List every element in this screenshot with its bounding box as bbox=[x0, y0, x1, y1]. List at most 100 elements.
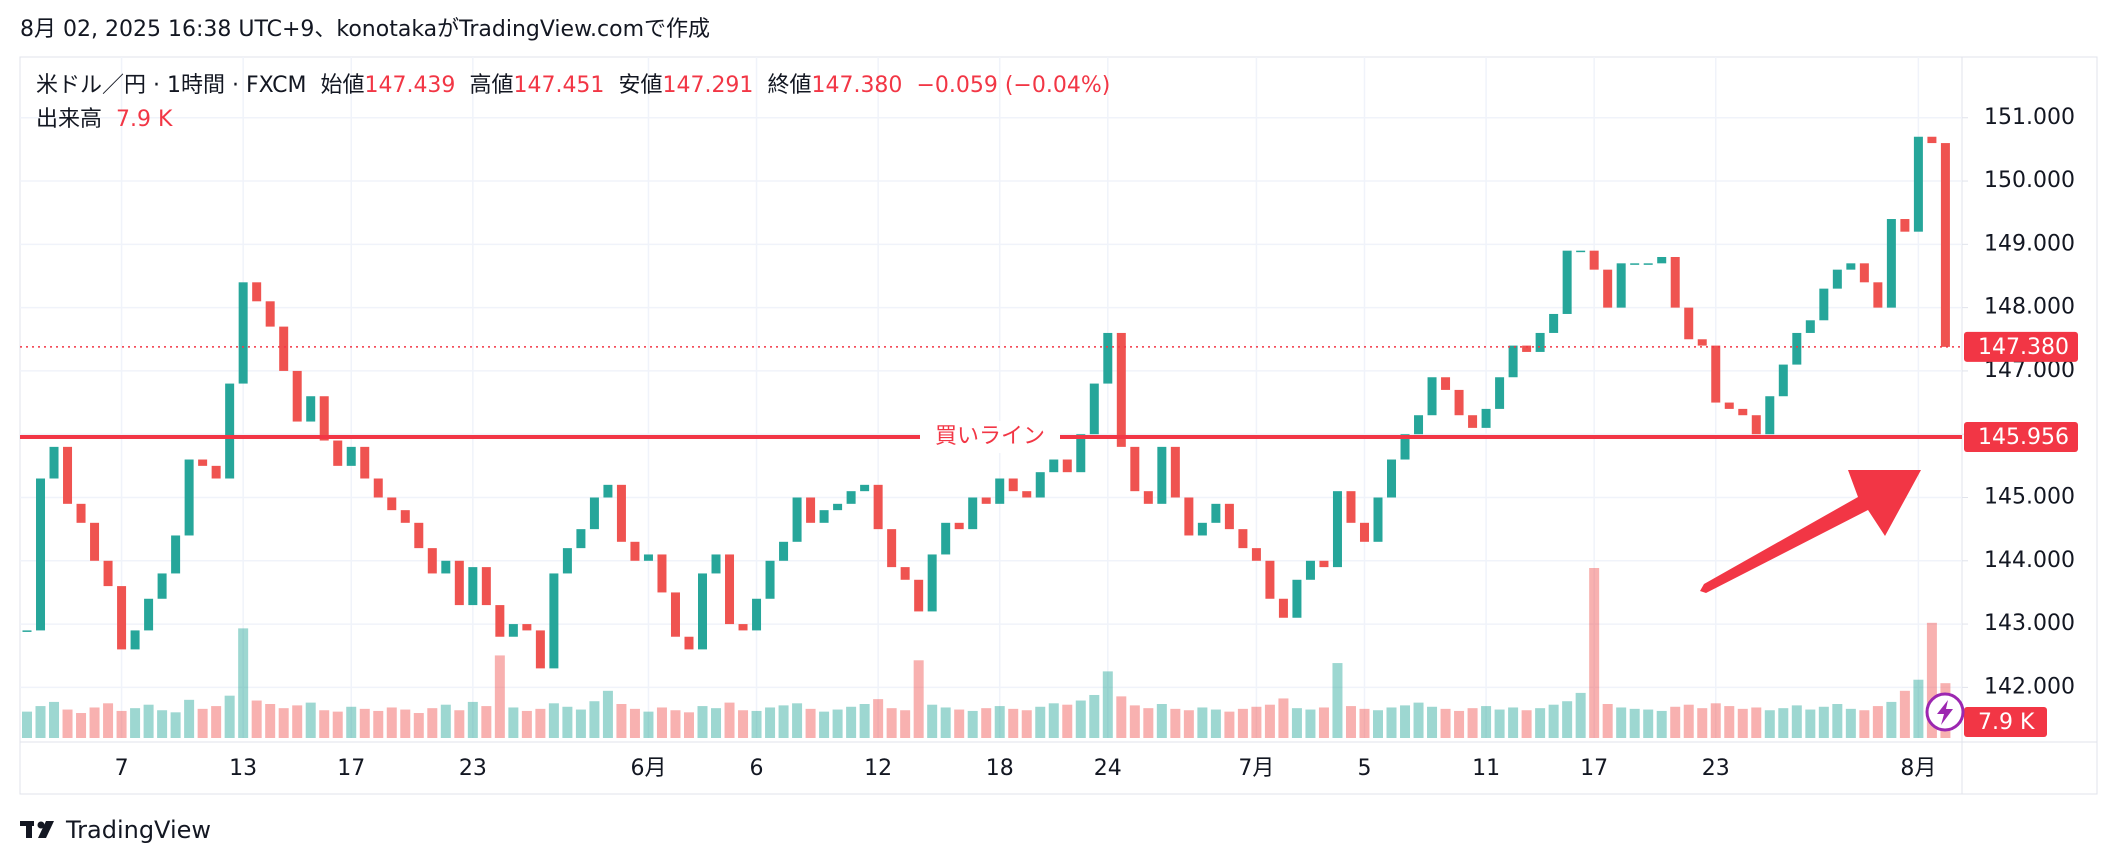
candle bbox=[130, 630, 140, 650]
volume-bar bbox=[873, 699, 884, 738]
volume-bar bbox=[1467, 708, 1478, 738]
candle bbox=[630, 541, 640, 561]
candle bbox=[549, 573, 559, 669]
candle bbox=[1508, 345, 1518, 378]
volume-bar bbox=[1481, 706, 1492, 738]
volume-bar bbox=[1305, 709, 1316, 738]
candle bbox=[171, 535, 181, 574]
volume-bar bbox=[1318, 707, 1329, 738]
logo-part bbox=[37, 821, 45, 829]
candle bbox=[468, 567, 478, 606]
candle bbox=[1211, 503, 1221, 523]
candle bbox=[1886, 219, 1896, 308]
x-tick-label: 7 bbox=[115, 756, 129, 781]
candle bbox=[1441, 377, 1451, 390]
candle bbox=[752, 598, 762, 631]
volume-bar bbox=[1129, 705, 1140, 738]
volume-bar bbox=[1697, 708, 1708, 738]
candle bbox=[90, 522, 100, 561]
x-tick-label: 5 bbox=[1357, 756, 1371, 781]
candle bbox=[779, 541, 789, 561]
volume-bar bbox=[508, 707, 519, 738]
volume-bar bbox=[211, 706, 222, 738]
candle bbox=[1859, 263, 1869, 283]
volume-bar bbox=[765, 707, 776, 738]
y-tick-label: 149.000 bbox=[1984, 231, 2075, 256]
candle bbox=[481, 567, 491, 606]
candle bbox=[711, 554, 721, 574]
volume-bar bbox=[778, 705, 789, 738]
candle bbox=[1805, 320, 1815, 333]
volume-bar bbox=[22, 711, 32, 738]
candle bbox=[1143, 491, 1153, 504]
volume-bar bbox=[1778, 708, 1789, 738]
volume-bar bbox=[481, 706, 492, 738]
candle bbox=[495, 605, 505, 637]
volume-bar bbox=[1643, 709, 1654, 738]
volume-bar bbox=[1656, 710, 1667, 738]
candle bbox=[1251, 548, 1261, 561]
candle bbox=[1346, 491, 1356, 523]
volume-bar bbox=[954, 709, 965, 738]
candle bbox=[887, 529, 897, 568]
candle bbox=[1103, 332, 1113, 384]
candle bbox=[252, 282, 262, 302]
candle bbox=[1927, 136, 1937, 144]
candle bbox=[454, 560, 464, 606]
candle bbox=[914, 579, 924, 612]
y-tick-label: 143.000 bbox=[1984, 611, 2075, 636]
candle bbox=[562, 548, 572, 574]
volume-bar bbox=[1400, 705, 1411, 738]
price-badge bbox=[1964, 331, 2078, 362]
volume-bar bbox=[1548, 704, 1559, 738]
volume-bar bbox=[265, 704, 276, 738]
candle bbox=[1008, 478, 1018, 492]
candle bbox=[1765, 396, 1775, 435]
volume-bar bbox=[1913, 679, 1924, 738]
candle bbox=[1184, 497, 1194, 536]
volume-bar bbox=[643, 711, 654, 738]
ohlc-value: 147.451 bbox=[513, 73, 604, 98]
ohlc-name: 安値 bbox=[618, 73, 662, 98]
candle bbox=[1400, 434, 1410, 460]
volume-bar bbox=[1224, 711, 1235, 738]
candle bbox=[1265, 560, 1275, 599]
candle bbox=[1603, 269, 1613, 308]
y-tick-label: 144.000 bbox=[1984, 548, 2075, 573]
candle bbox=[725, 554, 735, 625]
candle bbox=[1913, 136, 1923, 232]
candle bbox=[1387, 459, 1397, 498]
x-tick-label: 6月 bbox=[630, 756, 666, 781]
candle bbox=[157, 573, 167, 599]
volume-bar bbox=[143, 704, 154, 738]
candle bbox=[1846, 263, 1856, 270]
volume-bar bbox=[697, 706, 708, 738]
candle bbox=[1711, 345, 1721, 403]
volume-bar bbox=[1413, 702, 1424, 738]
candle bbox=[103, 560, 113, 587]
volume-bar bbox=[427, 708, 438, 738]
candle bbox=[1454, 389, 1464, 416]
logo bbox=[20, 821, 54, 838]
candle bbox=[616, 484, 626, 542]
volume-bar bbox=[1859, 710, 1870, 738]
volume-bar bbox=[1616, 707, 1627, 738]
candle bbox=[1278, 598, 1288, 618]
candle bbox=[643, 554, 653, 561]
volume-bar bbox=[1751, 707, 1762, 738]
volume-bar bbox=[1048, 703, 1059, 738]
y-tick-label: 147.000 bbox=[1984, 358, 2075, 383]
buy-badge bbox=[1964, 421, 2078, 452]
candle bbox=[657, 554, 667, 593]
candle bbox=[1670, 256, 1680, 308]
candle bbox=[1819, 288, 1829, 321]
candle bbox=[117, 586, 127, 650]
candle bbox=[1684, 307, 1694, 340]
volume-bar bbox=[1278, 698, 1289, 738]
candle bbox=[1697, 339, 1707, 346]
candle bbox=[508, 624, 518, 637]
candle bbox=[306, 396, 316, 422]
volume-bar bbox=[1359, 708, 1370, 738]
volume-bar bbox=[859, 704, 870, 738]
